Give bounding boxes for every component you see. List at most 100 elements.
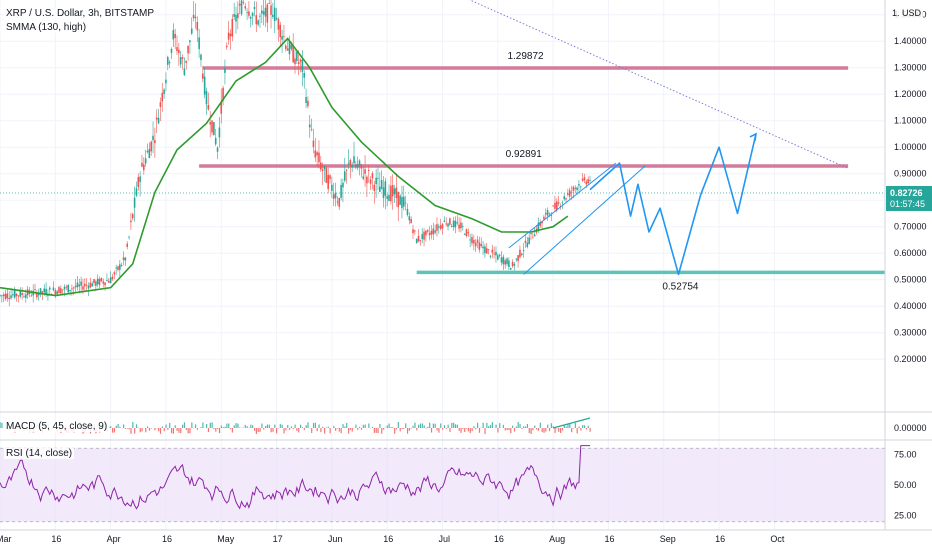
- macd-legend[interactable]: MACD (5, 45, close, 9): [4, 421, 110, 432]
- candle-body: [178, 49, 180, 54]
- symbol-title[interactable]: XRP / U.S. Dollar, 3h, BITSTAMP: [4, 8, 157, 19]
- candle-body: [371, 173, 374, 179]
- candle-body: [107, 280, 110, 283]
- candle-body: [380, 180, 383, 189]
- candle-body: [425, 230, 427, 236]
- candle-body: [557, 202, 560, 204]
- candle-body: [397, 191, 400, 208]
- macd-bar: [265, 426, 267, 428]
- candle-body: [200, 54, 202, 60]
- candle-body: [360, 164, 363, 169]
- candle-body: [95, 281, 97, 286]
- candle-body: [367, 170, 370, 172]
- macd-bar: [298, 428, 300, 433]
- macd-bar: [561, 428, 564, 431]
- macd-bar: [158, 428, 160, 432]
- candle-body: [67, 284, 70, 293]
- candle-body: [546, 210, 549, 216]
- candle-body: [480, 243, 483, 247]
- candle-body: [443, 220, 446, 222]
- horizontal-levels[interactable]: 1.29872 0.92891 0.52754: [199, 51, 932, 292]
- macd-bar: [132, 422, 134, 428]
- x-tick-label: Apr: [107, 534, 121, 544]
- candle-body: [463, 234, 466, 236]
- macd-bar: [288, 428, 291, 430]
- candle-body: [74, 285, 77, 288]
- candle-body: [445, 223, 447, 225]
- macd-bar: [478, 428, 481, 433]
- macd-bar: [517, 422, 519, 428]
- candle-body: [25, 294, 27, 298]
- macd-bar: [362, 424, 364, 428]
- macd-bar: [560, 428, 562, 433]
- macd-bar: [528, 428, 530, 434]
- candle-body: [34, 289, 36, 290]
- macd-bar: [519, 424, 521, 428]
- y-tick-label: 1.00000: [894, 142, 927, 152]
- macd-bar: [445, 428, 447, 429]
- macd-bar: [351, 428, 353, 432]
- candle-body: [581, 178, 584, 181]
- smma-legend[interactable]: SMMA (130, high): [4, 22, 89, 33]
- candle-body: [259, 15, 261, 17]
- macd-bar: [218, 428, 221, 434]
- macd-bar: [430, 428, 433, 433]
- candle-body: [519, 249, 521, 258]
- candle-body: [343, 171, 346, 181]
- macd-bar: [178, 428, 180, 433]
- candle-body: [12, 294, 14, 296]
- y-tick-label: 0.60000: [894, 248, 927, 258]
- macd-bar: [390, 427, 392, 428]
- macd-bar: [185, 428, 187, 431]
- macd-bar: [359, 426, 361, 428]
- candle-body: [159, 102, 162, 107]
- candle-body: [375, 177, 377, 185]
- y-tick-label: 0.40000: [894, 301, 927, 311]
- macd-bar: [213, 428, 215, 430]
- macd-bar: [235, 423, 237, 428]
- macd-bar: [246, 426, 248, 428]
- macd-bar: [154, 428, 156, 431]
- candle-body: [316, 152, 318, 156]
- candle-body: [570, 191, 573, 193]
- macd-bar: [287, 424, 289, 428]
- macd-bar: [436, 428, 438, 431]
- candle-body: [0, 295, 1, 296]
- candle-body: [218, 127, 221, 138]
- level-label: 1.29872: [507, 51, 544, 62]
- candle-body: [454, 220, 457, 228]
- candle-body: [237, 13, 239, 19]
- candle-body: [168, 62, 171, 64]
- candle-body: [213, 122, 215, 136]
- macd-bar: [226, 423, 228, 428]
- candle-body: [290, 44, 293, 49]
- macd-bar: [349, 428, 352, 430]
- macd-bar: [276, 428, 278, 434]
- candle-body: [402, 196, 405, 207]
- macd-bar: [336, 428, 339, 429]
- candle-body: [220, 101, 223, 114]
- macd-bar: [1, 422, 3, 428]
- macd-bar: [176, 428, 178, 431]
- candle-body: [190, 28, 193, 34]
- macd-bar: [521, 428, 523, 430]
- candle-body: [96, 278, 99, 285]
- macd-bar: [548, 428, 551, 432]
- macd-bar: [473, 426, 475, 428]
- macd-bar: [421, 423, 423, 428]
- macd-bar: [318, 424, 320, 428]
- rsi-legend[interactable]: RSI (14, close): [4, 448, 75, 459]
- candle-body: [347, 162, 350, 164]
- macd-bar: [360, 428, 363, 430]
- macd-bar: [510, 428, 512, 434]
- macd-bar: [255, 428, 257, 434]
- currency-label[interactable]: 1. USD: [890, 8, 924, 18]
- macd-bar: [539, 422, 541, 428]
- macd-bar: [301, 427, 304, 428]
- candle-body: [456, 222, 459, 224]
- macd-bar: [263, 428, 265, 430]
- overlays: [0, 0, 885, 297]
- candle-body: [93, 279, 95, 284]
- macd-bar: [423, 425, 425, 428]
